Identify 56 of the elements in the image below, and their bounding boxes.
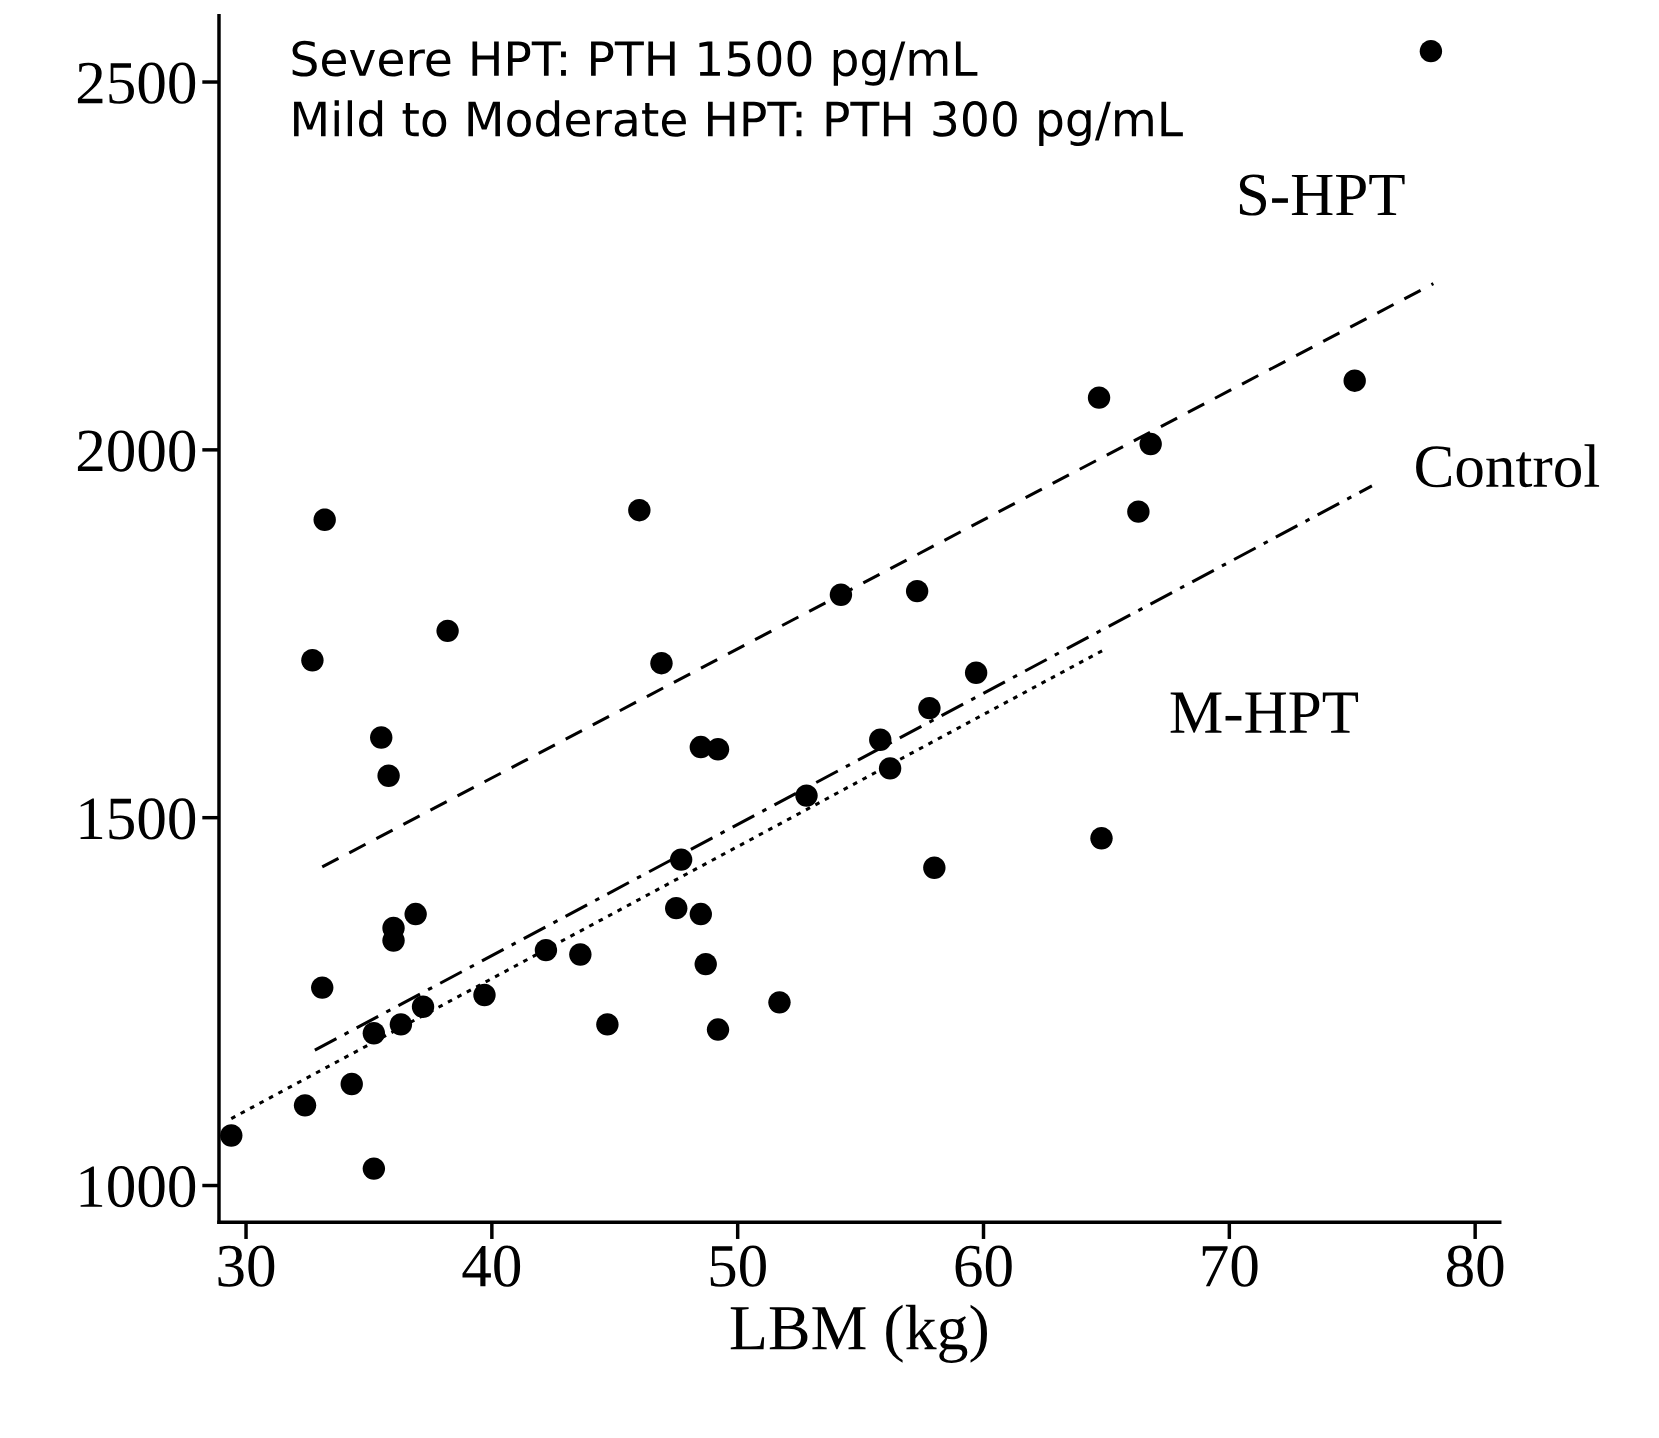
point bbox=[220, 1124, 243, 1147]
point bbox=[669, 848, 693, 871]
point bbox=[534, 938, 558, 962]
x-tick-label: 40 bbox=[462, 1245, 521, 1287]
point bbox=[905, 579, 929, 603]
point bbox=[362, 1022, 386, 1045]
point bbox=[1419, 39, 1443, 63]
point bbox=[411, 995, 435, 1018]
point bbox=[1139, 432, 1162, 456]
point bbox=[313, 508, 336, 531]
point bbox=[1090, 827, 1113, 850]
x-tick-label: 50 bbox=[710, 1245, 766, 1287]
point bbox=[293, 1094, 317, 1117]
series-label: S-HPT bbox=[1239, 174, 1405, 216]
point bbox=[404, 902, 427, 926]
point bbox=[650, 652, 673, 675]
point bbox=[706, 1018, 730, 1041]
point bbox=[569, 943, 592, 966]
series-label: Control bbox=[1416, 444, 1600, 488]
point bbox=[377, 764, 400, 787]
y-tick-label: 1000 bbox=[80, 1166, 196, 1208]
x-tick-label: 30 bbox=[218, 1245, 275, 1287]
point bbox=[795, 784, 818, 807]
y-tick-label: 2500 bbox=[77, 62, 196, 104]
point bbox=[964, 661, 988, 684]
point bbox=[918, 696, 941, 720]
point bbox=[311, 976, 334, 999]
point bbox=[436, 619, 459, 643]
annotation: Mild to Moderate HPT: PTH 300 pg/mL bbox=[294, 100, 1183, 146]
point bbox=[370, 726, 393, 749]
point bbox=[596, 1013, 619, 1036]
point bbox=[1087, 386, 1111, 409]
series-label: M-HPT bbox=[1170, 692, 1359, 733]
x-tick-label: 60 bbox=[955, 1245, 1012, 1287]
point bbox=[1343, 369, 1366, 392]
annotation: Severe HPT: PTH 1500 pg/mL bbox=[292, 40, 978, 86]
point bbox=[301, 649, 324, 672]
point bbox=[389, 1013, 413, 1036]
point bbox=[869, 728, 892, 751]
y-tick-label: 2000 bbox=[77, 430, 196, 472]
point bbox=[665, 896, 688, 920]
point bbox=[768, 991, 791, 1014]
point bbox=[340, 1072, 363, 1096]
point bbox=[473, 983, 496, 1007]
x-axis-title: LBM (kg) bbox=[730, 1304, 987, 1363]
point bbox=[362, 1157, 386, 1180]
point bbox=[706, 738, 730, 761]
point bbox=[923, 856, 946, 879]
point bbox=[689, 902, 712, 926]
x-tick-label: 80 bbox=[1446, 1245, 1504, 1287]
x-tick-label: 70 bbox=[1202, 1245, 1258, 1287]
point bbox=[1127, 500, 1150, 523]
point bbox=[628, 498, 651, 522]
point bbox=[694, 952, 717, 976]
point bbox=[878, 757, 902, 780]
y-tick-label: 1500 bbox=[80, 798, 196, 840]
